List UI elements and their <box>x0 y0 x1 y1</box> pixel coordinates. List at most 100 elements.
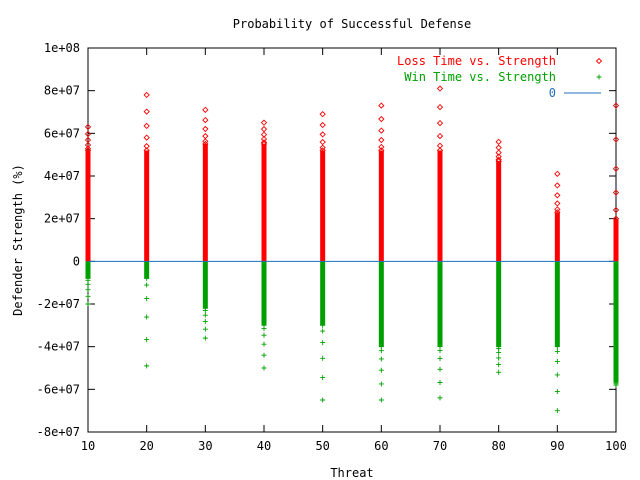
data-point-loss <box>378 143 385 151</box>
data-point-loss <box>319 131 326 138</box>
data-point-loss <box>143 122 150 130</box>
x-tick-label: 80 <box>491 439 505 453</box>
x-tick-label: 50 <box>315 439 329 453</box>
x-tick-label: 20 <box>139 439 153 453</box>
data-point-loss <box>554 209 561 216</box>
data-point-loss <box>378 102 385 109</box>
data-band-win <box>437 261 443 347</box>
data-point-loss <box>378 127 385 134</box>
data-point-win <box>554 349 560 355</box>
data-band-loss <box>554 212 560 262</box>
data-point-win <box>437 379 443 385</box>
data-point-loss <box>319 138 326 146</box>
data-point-loss <box>612 102 620 109</box>
data-point-loss <box>84 145 92 152</box>
legend-label-zero: 0 <box>549 86 556 100</box>
data-point-win <box>261 341 267 347</box>
data-band-win <box>144 261 150 279</box>
data-point-win <box>320 340 326 346</box>
data-point-loss <box>436 85 444 92</box>
data-point-win <box>144 296 150 302</box>
data-point-win <box>437 366 443 372</box>
x-axis-label: Threat <box>330 466 373 480</box>
data-point-loss <box>436 142 444 149</box>
data-point-win <box>554 372 560 378</box>
data-band-loss <box>85 150 91 262</box>
data-band-win <box>613 261 619 381</box>
data-point-loss <box>612 189 620 196</box>
y-tick-label: -2e+07 <box>37 297 80 311</box>
data-point-win <box>261 352 267 358</box>
data-point-loss <box>612 215 620 222</box>
plot-border <box>87 47 617 433</box>
x-tick-label: 100 <box>605 439 627 453</box>
data-point-loss <box>319 147 326 154</box>
data-point-loss <box>202 116 209 124</box>
y-tick-label: -4e+07 <box>37 340 80 354</box>
data-point-loss <box>319 121 326 129</box>
data-point-win <box>378 381 384 387</box>
data-point-loss <box>319 110 326 118</box>
data-point-win <box>378 367 384 373</box>
data-point-win <box>613 382 619 388</box>
data-point-win <box>378 397 384 403</box>
data-point-loss <box>612 136 620 143</box>
y-tick-label: -8e+07 <box>37 425 80 439</box>
data-point-loss <box>202 125 209 133</box>
data-point-win <box>596 74 602 80</box>
data-point-loss <box>260 139 268 146</box>
data-point-loss <box>202 138 209 145</box>
series-win <box>85 261 619 414</box>
data-band-win <box>261 261 267 326</box>
data-point-win <box>320 397 326 403</box>
y-axis-label: Defender Strength (%) <box>11 164 25 316</box>
data-point-win <box>85 293 91 299</box>
data-point-loss <box>554 170 561 178</box>
data-point-win <box>144 337 150 343</box>
data-band-loss <box>202 144 208 262</box>
data-point-loss <box>495 144 502 151</box>
data-point-loss <box>495 156 502 163</box>
legend-win-marker <box>596 74 602 80</box>
y-tick-label: 2e+07 <box>44 212 80 226</box>
data-point-win <box>85 301 91 307</box>
data-point-loss <box>84 141 92 149</box>
data-band-loss <box>437 150 443 262</box>
data-point-loss <box>495 138 502 146</box>
data-band-win <box>378 261 384 347</box>
data-point-loss <box>495 149 502 156</box>
data-point-loss <box>143 134 150 141</box>
data-band-win <box>320 261 326 326</box>
x-tick-label: 70 <box>433 439 447 453</box>
x-tick-label: 40 <box>257 439 271 453</box>
y-tick-label: 4e+07 <box>44 169 80 183</box>
data-point-win <box>496 369 502 375</box>
x-axis: 10 20 30 40 50 60 70 80 90 100 <box>81 48 627 453</box>
data-point-loss <box>202 140 209 148</box>
data-point-loss <box>84 136 92 144</box>
data-point-loss <box>436 103 444 111</box>
data-point-loss <box>84 123 92 131</box>
x-tick-label: 90 <box>550 439 564 453</box>
data-point-loss <box>612 206 620 214</box>
data-point-win <box>378 356 384 362</box>
data-point-win <box>202 308 208 314</box>
data-point-win <box>202 312 208 318</box>
y-tick-label: -6e+07 <box>37 382 80 396</box>
data-point-loss <box>378 115 385 123</box>
data-point-win <box>437 395 443 401</box>
data-point-loss <box>378 147 385 154</box>
data-point-loss <box>260 125 268 133</box>
data-point-win <box>320 322 326 328</box>
data-point-loss <box>260 131 268 138</box>
x-tick-label: 10 <box>81 439 95 453</box>
data-point-win <box>144 275 150 281</box>
chart-title: Probability of Successful Defense <box>233 17 471 31</box>
data-band-win <box>496 261 502 347</box>
legend-loss-marker <box>595 57 603 65</box>
data-point-loss <box>554 200 561 207</box>
data-point-win <box>437 348 443 354</box>
data-point-loss <box>319 144 326 151</box>
data-point-win <box>554 344 560 350</box>
